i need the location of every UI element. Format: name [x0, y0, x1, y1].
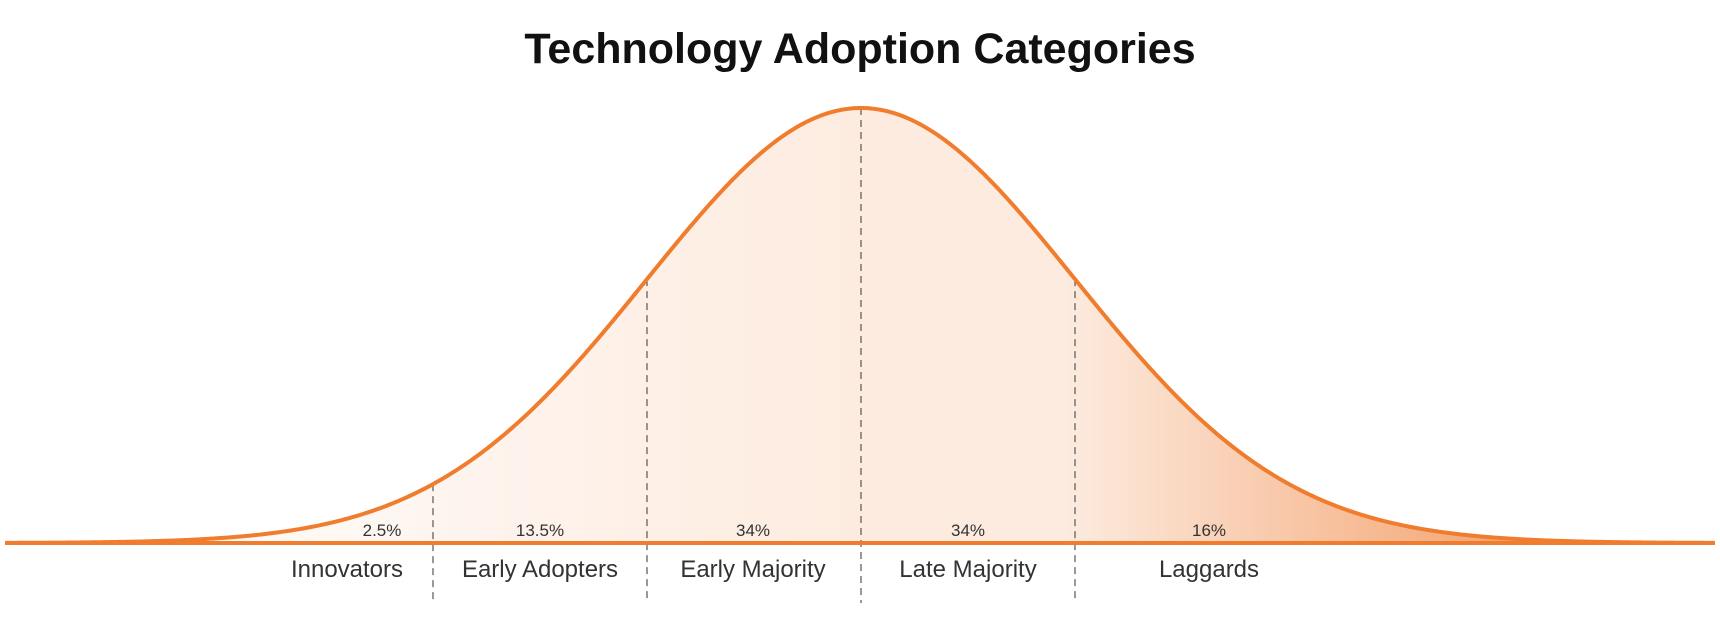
category-label: Late Majority: [899, 556, 1036, 583]
bell-curve-line: [5, 105, 1716, 545]
value-label: 34%: [736, 521, 770, 540]
value-label: 34%: [951, 521, 985, 540]
chart-title: Technology Adoption Categories: [524, 25, 1195, 73]
curve-area: [5, 108, 1715, 543]
category-label: Innovators: [291, 556, 403, 583]
value-label: 2.5%: [363, 521, 402, 540]
category-label: Laggards: [1159, 556, 1259, 583]
value-label: 16%: [1192, 521, 1226, 540]
category-label: Early Adopters: [462, 556, 618, 583]
value-label: 13.5%: [516, 521, 564, 540]
category-label: Early Majority: [680, 556, 825, 583]
